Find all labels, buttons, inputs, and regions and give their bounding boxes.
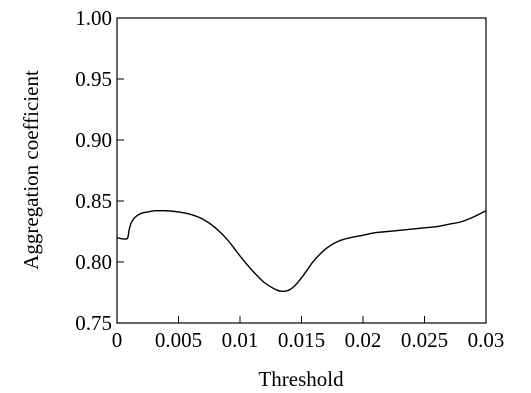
y-tick-label: 0.80 (75, 250, 112, 274)
x-tick-label: 0.025 (401, 328, 448, 352)
y-tick-label: 1.00 (75, 6, 112, 30)
x-tick-label: 0.015 (278, 328, 325, 352)
x-tick-label: 0.01 (222, 328, 259, 352)
x-axis-title: Threshold (258, 367, 344, 391)
x-tick-label: 0 (112, 328, 123, 352)
x-tick-label: 0.005 (155, 328, 202, 352)
y-tick-label: 0.95 (75, 67, 112, 91)
y-axis-ticks: 0.75 0.80 0.85 0.90 0.95 1.00 (75, 6, 124, 335)
y-tick-label: 0.85 (75, 189, 112, 213)
x-tick-label: 0.02 (345, 328, 382, 352)
y-tick-label: 0.75 (75, 311, 112, 335)
y-axis-title: Aggregation coefficient (19, 70, 43, 270)
x-tick-label: 0.03 (468, 328, 505, 352)
y-tick-label: 0.90 (75, 128, 112, 152)
x-axis-ticks: 0 0.005 0.01 0.015 0.02 0.025 0.03 (112, 316, 505, 352)
series-line (116, 209, 487, 292)
